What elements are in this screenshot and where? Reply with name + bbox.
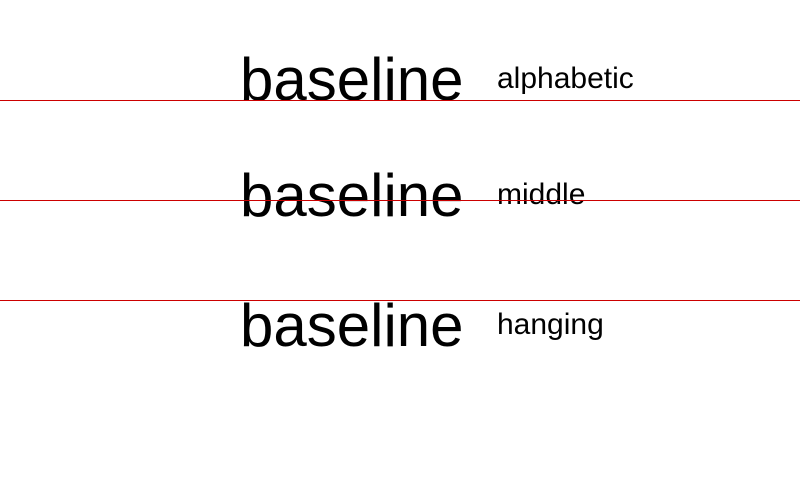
label-alphabetic: alphabetic xyxy=(497,62,634,95)
baseline-row-middle: baseline middle xyxy=(0,162,800,229)
baseline-row-hanging: baseline hanging xyxy=(0,292,800,359)
label-middle: middle xyxy=(497,178,585,211)
sample-text-alphabetic: baseline xyxy=(240,46,464,113)
label-hanging: hanging xyxy=(497,308,604,341)
sample-text-middle: baseline xyxy=(240,162,464,229)
sample-text-hanging: baseline xyxy=(240,292,464,359)
baseline-row-alphabetic: baseline alphabetic xyxy=(0,46,800,113)
